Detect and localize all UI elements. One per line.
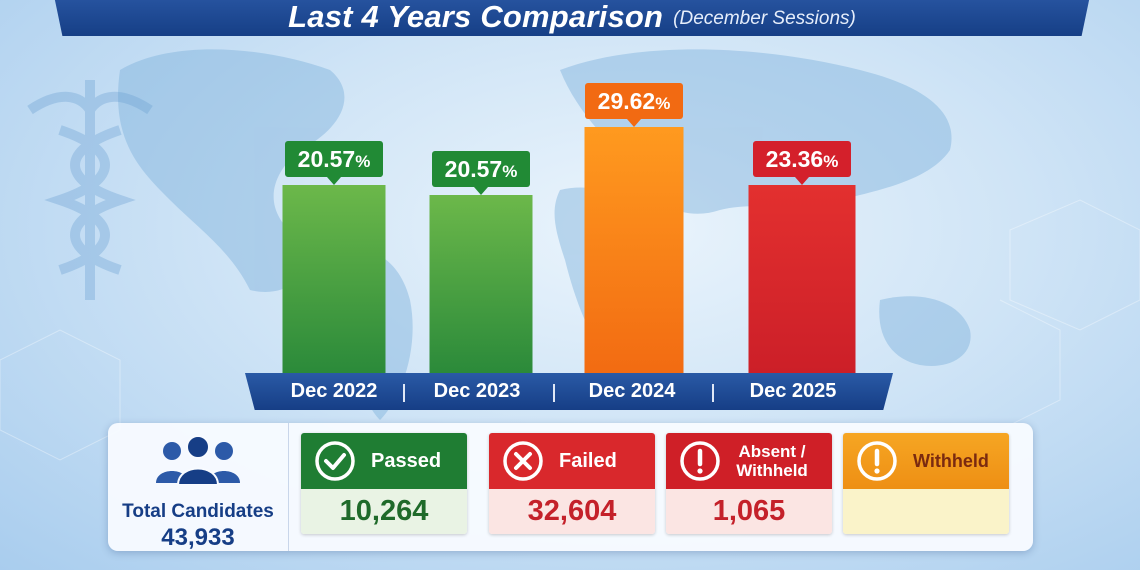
exclamation-circle-icon [680, 441, 720, 481]
absent-withheld-card-header: Absent / Withheld [666, 433, 832, 489]
people-group-icon [156, 435, 240, 485]
absent-withheld-card: Absent / Withheld 1,065 [666, 433, 832, 534]
x-tick-label-1: Dec 2022 [290, 380, 378, 402]
stats-panel: Total Candidates 43,933 Passed 10,264 Fa… [108, 423, 1033, 551]
absent-withheld-label: Absent / Withheld [728, 442, 816, 480]
chart-title: Last 4 Years Comparison [288, 0, 664, 34]
total-candidates-value: 43,933 [161, 524, 235, 551]
data-label-4: 23.36% [753, 141, 851, 185]
x-tick-label-2: Dec 2023 [433, 380, 521, 402]
total-candidates-block: Total Candidates 43,933 [108, 423, 289, 551]
passed-label: Passed [371, 450, 442, 472]
passed-value: 10,264 [301, 489, 467, 534]
bar-dec-2022 [282, 185, 386, 373]
tick-separator-2 [553, 384, 555, 402]
bar-dec-2025 [748, 185, 856, 373]
withheld-card: Withheld [843, 433, 1009, 534]
x-tick-label-4: Dec 2025 [749, 380, 837, 402]
tick-separator-3 [712, 384, 714, 402]
passed-card-header: Passed [301, 433, 467, 489]
svg-text:23.36%: 23.36% [766, 146, 839, 172]
absent-label-line1: Absent / [738, 442, 806, 461]
x-axis-banner [245, 373, 893, 410]
bar-dec-2023 [429, 195, 533, 373]
total-candidates-label: Total Candidates [122, 501, 274, 522]
data-label-3: 29.62% [585, 83, 683, 127]
passed-card: Passed 10,264 [301, 433, 467, 534]
failed-label: Failed [559, 450, 617, 472]
tick-separator-1 [403, 384, 405, 402]
svg-text:20.57%: 20.57% [298, 146, 371, 172]
bar-dec-2024 [584, 127, 684, 373]
check-circle-icon [315, 441, 355, 481]
absent-withheld-value: 1,065 [666, 489, 832, 534]
data-label-2: 20.57% [432, 151, 530, 195]
withheld-card-header: Withheld [843, 433, 1009, 489]
x-tick-label-3: Dec 2024 [588, 380, 676, 402]
chart-subtitle: (December Sessions) [673, 8, 856, 29]
x-circle-icon [503, 441, 543, 481]
failed-card-header: Failed [489, 433, 655, 489]
svg-text:29.62%: 29.62% [598, 88, 671, 114]
failed-value: 32,604 [489, 489, 655, 534]
withheld-label: Withheld [913, 451, 989, 471]
title-banner: Last 4 Years Comparison (December Sessio… [52, 0, 1092, 36]
absent-label-line2: Withheld [736, 461, 808, 480]
svg-text:20.57%: 20.57% [445, 156, 518, 182]
exclamation-circle-icon [857, 441, 897, 481]
data-label-1: 20.57% [285, 141, 383, 185]
withheld-value [843, 489, 1009, 534]
failed-card: Failed 32,604 [489, 433, 655, 534]
